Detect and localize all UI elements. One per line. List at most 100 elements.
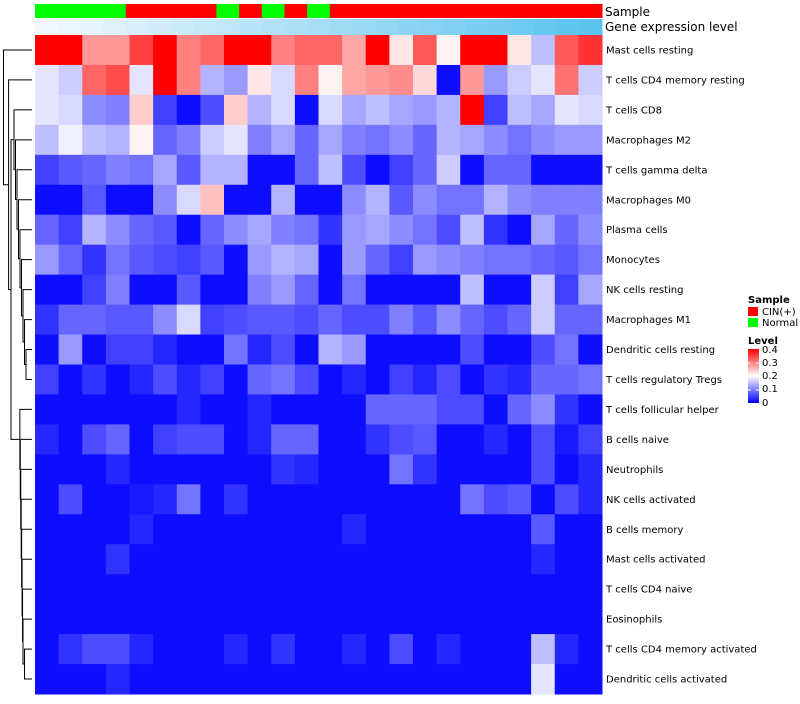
heatmap-cell bbox=[436, 544, 461, 575]
heatmap-cell bbox=[58, 334, 83, 365]
heatmap-cell bbox=[247, 604, 272, 635]
heatmap-cell bbox=[483, 394, 508, 425]
sample-annotation-cell bbox=[397, 4, 422, 18]
dendrogram-branch bbox=[21, 558, 32, 616]
heatmap-cell bbox=[153, 574, 178, 605]
heatmap-cell bbox=[153, 214, 178, 246]
heatmap-cell bbox=[483, 35, 508, 66]
sample-annotation-cell bbox=[171, 4, 195, 18]
heatmap-cell bbox=[365, 244, 390, 276]
heatmap-cell bbox=[294, 634, 319, 665]
heatmap-cell bbox=[200, 664, 225, 695]
heatmap-cell bbox=[200, 214, 225, 246]
heatmap-cell bbox=[200, 64, 225, 96]
heatmap-cell bbox=[294, 574, 319, 605]
level-tick-label: 0 bbox=[762, 398, 768, 409]
heatmap-cell bbox=[460, 244, 485, 276]
heatmap-cell bbox=[247, 364, 272, 395]
heatmap-cell bbox=[507, 394, 532, 425]
heatmap-cell bbox=[318, 664, 343, 695]
heatmap-cell bbox=[271, 304, 296, 336]
heatmap-cell bbox=[413, 304, 438, 336]
heatmap-cell bbox=[389, 394, 414, 425]
heatmap-cell bbox=[578, 364, 603, 395]
heatmap-cell bbox=[578, 64, 603, 96]
heatmap-cell bbox=[247, 514, 272, 545]
heatmap-cell bbox=[436, 514, 461, 545]
heatmap-cell bbox=[460, 574, 485, 605]
gene-expression-cell bbox=[103, 19, 127, 35]
heatmap-cell bbox=[105, 514, 130, 545]
sample-annotation-cell bbox=[80, 4, 104, 18]
heatmap-cell bbox=[58, 664, 83, 695]
heatmap-cell bbox=[224, 484, 249, 515]
heatmap-cell bbox=[318, 244, 343, 276]
row-label: Neutrophils bbox=[606, 465, 663, 476]
heatmap-cell bbox=[413, 154, 438, 186]
heatmap-cell bbox=[578, 514, 603, 545]
heatmap-cell bbox=[153, 304, 178, 336]
gene-expression-cell bbox=[533, 19, 558, 35]
heatmap-cell bbox=[342, 94, 367, 126]
heatmap-cell bbox=[342, 484, 367, 515]
heatmap-cell bbox=[153, 64, 178, 96]
row-label: B cells memory bbox=[606, 525, 683, 536]
heatmap-cell bbox=[200, 94, 225, 126]
sample-annotation-cell bbox=[125, 4, 149, 18]
heatmap-cell bbox=[342, 364, 367, 395]
heatmap-cell bbox=[460, 664, 485, 695]
heatmap-cell bbox=[531, 394, 556, 425]
heatmap-cell bbox=[389, 484, 414, 515]
heatmap-cell bbox=[153, 514, 178, 545]
heatmap-cell bbox=[294, 64, 319, 96]
heatmap-cell bbox=[578, 394, 603, 425]
heatmap-cell bbox=[436, 184, 461, 216]
heatmap-cell bbox=[413, 664, 438, 695]
row-label: B cells naive bbox=[606, 435, 669, 446]
heatmap-cell bbox=[58, 604, 83, 635]
heatmap-cell bbox=[507, 544, 532, 575]
heatmap-cell bbox=[436, 124, 461, 156]
heatmap-cell bbox=[58, 364, 83, 395]
heatmap-cell bbox=[82, 574, 107, 605]
heatmap-cell bbox=[436, 35, 461, 66]
heatmap-cell bbox=[460, 604, 485, 635]
row-label: Macrophages M0 bbox=[606, 195, 691, 206]
heatmap-cell bbox=[436, 244, 461, 276]
heatmap-cell bbox=[129, 544, 154, 575]
heatmap-cell bbox=[413, 514, 438, 545]
heatmap-cell bbox=[342, 544, 367, 575]
sample-annotation-cell bbox=[216, 4, 240, 18]
heatmap-cell bbox=[200, 364, 225, 395]
sample-annotation-cell bbox=[488, 4, 512, 18]
heatmap-cell bbox=[82, 364, 107, 395]
heatmap-cell bbox=[35, 244, 60, 276]
heatmap-cell bbox=[413, 124, 438, 156]
heatmap-cell bbox=[200, 274, 225, 306]
heatmap-cell bbox=[247, 394, 272, 425]
heatmap-cell bbox=[35, 364, 60, 395]
heatmap-cell bbox=[247, 214, 272, 246]
heatmap-cell bbox=[507, 514, 532, 545]
heatmap-cell bbox=[129, 424, 154, 455]
heatmap-cell bbox=[200, 424, 225, 455]
heatmap-cell bbox=[578, 544, 603, 575]
heatmap-cell bbox=[460, 94, 485, 126]
gene-expression-cell bbox=[488, 19, 512, 35]
heatmap-cell bbox=[58, 484, 83, 515]
heatmap-cell bbox=[153, 244, 178, 276]
heatmap-cell bbox=[318, 334, 343, 365]
heatmap-cell bbox=[318, 364, 343, 395]
level-legend-title: Level bbox=[748, 336, 778, 347]
row-label: Plasma cells bbox=[606, 225, 668, 236]
gene-expression-cell bbox=[261, 19, 285, 35]
heatmap-cell bbox=[224, 334, 249, 365]
heatmap-cell bbox=[460, 124, 485, 156]
heatmap-cell bbox=[578, 574, 603, 605]
row-label: T cells CD8 bbox=[605, 105, 662, 116]
heatmap-cell bbox=[294, 454, 319, 485]
heatmap-cell bbox=[153, 424, 178, 455]
row-label: Mast cells resting bbox=[606, 45, 693, 56]
gene-expression-cell bbox=[148, 19, 172, 35]
sample-annotation-cell bbox=[352, 4, 376, 18]
